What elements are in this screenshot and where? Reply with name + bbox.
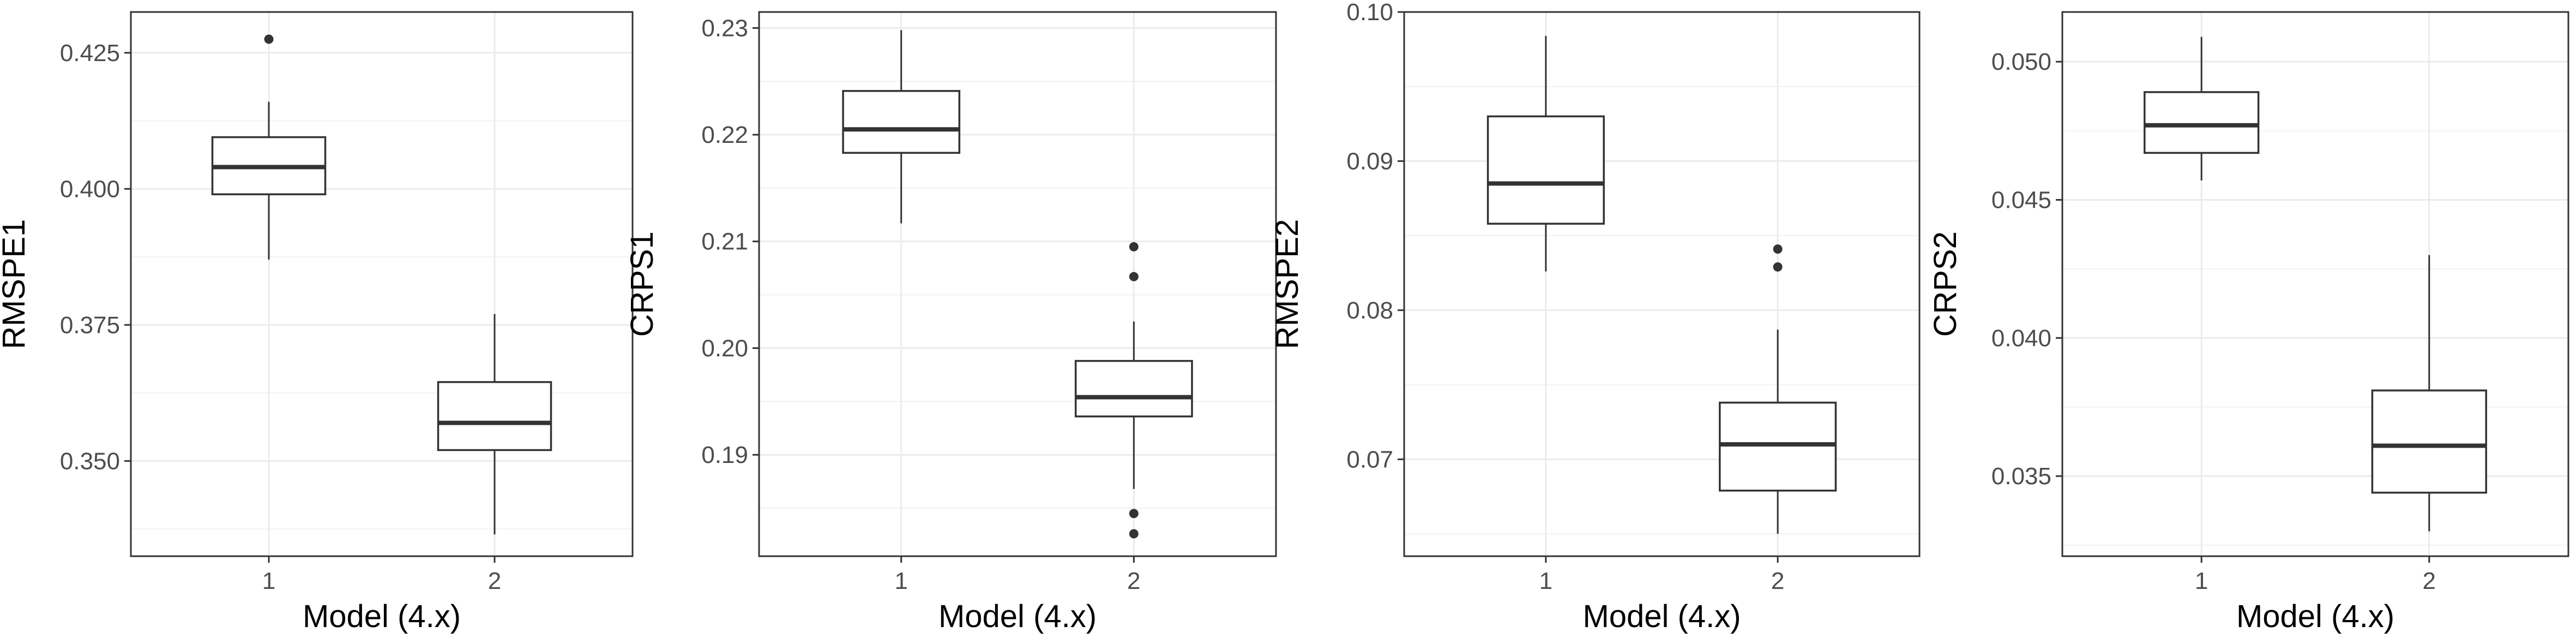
x-tick-label: 2 <box>1771 568 1784 594</box>
panel-border <box>2061 11 2569 557</box>
x-tick-label: 1 <box>2195 568 2208 594</box>
box-2 <box>1719 244 1837 534</box>
panel-background <box>2062 12 2568 556</box>
outlier-point <box>1773 262 1783 272</box>
y-tick-label: 0.07 <box>1346 446 1393 473</box>
y-tick-label: 0.400 <box>60 176 120 202</box>
box-body <box>1719 401 1837 492</box>
panel-background <box>131 12 633 556</box>
y-tick-label: 0.375 <box>60 312 120 339</box>
x-axis-title: Model (4.x) <box>1582 599 1741 634</box>
outlier-point <box>264 34 274 44</box>
y-tick-label: 0.040 <box>1991 325 2051 352</box>
box-body <box>2144 91 2260 154</box>
y-axis-title: RMSPE1 <box>0 219 32 350</box>
panel-1: 0.350 0.375 0.400 0.425 1 2 Model (4.x) RMSPE1 <box>0 11 634 634</box>
box-body <box>437 381 552 452</box>
panel-4: 0.035 0.040 0.045 0.050 1 2 Model (4.x) CRPS2 <box>1928 11 2569 634</box>
y-tick-label: 0.350 <box>60 448 120 474</box>
panel-background <box>759 12 1276 556</box>
y-tick-label: 0.045 <box>1991 186 2051 213</box>
panel-border <box>758 11 1277 557</box>
y-axis-title: RMSPE2 <box>1269 219 1305 350</box>
panel-2: 0.19 0.20 0.21 0.22 0.23 1 2 Model (4.x) CRPS1 <box>624 11 1277 634</box>
x-tick-label: 2 <box>1127 568 1140 594</box>
x-axis-title: Model (4.x) <box>303 599 461 634</box>
panel-background <box>1404 12 1919 556</box>
x-axis-title: Model (4.x) <box>2236 599 2394 634</box>
y-axis-title: CRPS2 <box>1928 231 1963 336</box>
y-tick-label: 0.09 <box>1346 148 1393 174</box>
x-tick-label: 1 <box>894 568 907 594</box>
x-tick-label: 1 <box>1539 568 1552 594</box>
box-2 <box>437 314 552 535</box>
x-tick-label: 2 <box>488 568 501 594</box>
panel-border <box>1403 11 1921 557</box>
panel-border <box>130 11 634 557</box>
y-tick-label: 0.19 <box>701 442 748 468</box>
box-1 <box>842 30 961 224</box>
y-tick-label: 0.425 <box>60 40 120 67</box>
box-2 <box>1074 242 1193 539</box>
outlier-point <box>1129 242 1139 252</box>
outlier-point <box>1129 529 1139 539</box>
box-body <box>842 90 961 154</box>
y-tick-label: 0.21 <box>701 228 748 255</box>
y-tick-label: 0.20 <box>701 335 748 362</box>
box-1 <box>211 34 327 260</box>
y-tick-label: 0.23 <box>701 15 748 41</box>
outlier-point <box>1129 272 1139 281</box>
x-tick-label: 2 <box>2423 568 2436 594</box>
box-body <box>2371 389 2487 494</box>
outlier-point <box>1129 509 1139 519</box>
y-tick-label: 0.10 <box>1346 0 1393 26</box>
y-tick-label: 0.22 <box>701 122 748 148</box>
outlier-point <box>1773 244 1783 254</box>
box-1 <box>2144 37 2260 181</box>
y-tick-label: 0.035 <box>1991 463 2051 490</box>
panel-3: 0.07 0.08 0.09 0.10 1 2 Model (4.x) RMSPE2 <box>1269 0 1921 634</box>
y-axis-title: CRPS1 <box>624 231 660 336</box>
y-tick-label: 0.050 <box>1991 49 2051 75</box>
x-axis-title: Model (4.x) <box>938 599 1097 634</box>
box-1 <box>1486 35 1605 272</box>
y-tick-label: 0.08 <box>1346 297 1393 324</box>
box-body <box>1486 115 1605 225</box>
x-tick-label: 1 <box>262 568 275 594</box>
box-2 <box>2371 255 2487 532</box>
box-body <box>1074 360 1193 418</box>
